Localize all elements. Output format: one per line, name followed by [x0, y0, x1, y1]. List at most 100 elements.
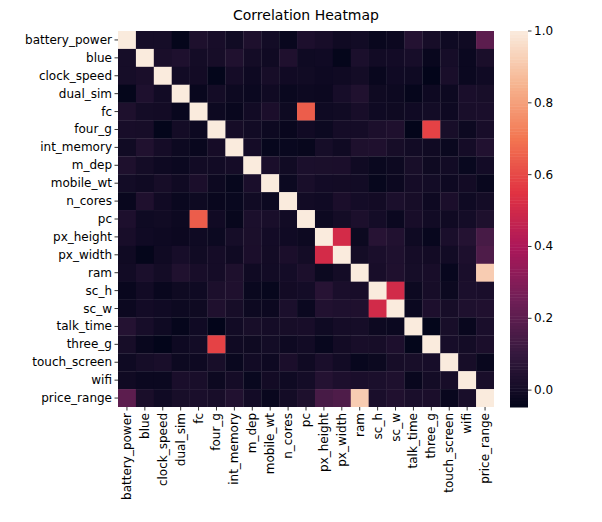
- cell: [172, 67, 190, 85]
- cell: [422, 174, 440, 192]
- cell: [387, 174, 405, 192]
- cell: [136, 389, 154, 407]
- colorbar-band: [510, 257, 528, 261]
- cell: [476, 85, 494, 103]
- cell: [351, 371, 369, 389]
- colorbar-band: [510, 78, 528, 82]
- colorbar-band: [510, 56, 528, 60]
- colorbar-band: [510, 103, 528, 107]
- cell: [369, 228, 387, 246]
- y-tick: [115, 57, 119, 58]
- cell: [476, 156, 494, 174]
- cell: [297, 156, 315, 174]
- colorbar-band: [510, 260, 528, 264]
- cell: [172, 103, 190, 121]
- cell: [387, 282, 405, 300]
- cell: [154, 228, 172, 246]
- cell: [261, 174, 279, 192]
- cell: [261, 335, 279, 353]
- cell: [172, 49, 190, 67]
- cell: [279, 67, 297, 85]
- colorbar-band: [510, 40, 528, 44]
- colorbar-band: [510, 391, 528, 395]
- cell: [369, 156, 387, 174]
- cell: [243, 317, 261, 335]
- cell: [387, 228, 405, 246]
- x-tick: [341, 407, 342, 411]
- cell: [243, 210, 261, 228]
- colorbar-band: [510, 181, 528, 185]
- y-tick-label: three_g: [67, 337, 112, 351]
- cell: [315, 174, 333, 192]
- colorbar-band: [510, 206, 528, 210]
- colorbar-band: [510, 147, 528, 151]
- cell: [243, 156, 261, 174]
- cell: [136, 138, 154, 156]
- cell: [190, 228, 208, 246]
- colorbar-band: [510, 47, 528, 51]
- cell: [136, 67, 154, 85]
- cell: [351, 389, 369, 407]
- cell: [440, 300, 458, 318]
- cell: [404, 138, 422, 156]
- cell: [136, 300, 154, 318]
- colorbar-band: [510, 357, 528, 361]
- cell: [172, 282, 190, 300]
- x-tick-label: sc_w: [389, 413, 403, 442]
- colorbar-band: [510, 269, 528, 273]
- cell: [261, 121, 279, 139]
- colorbar-band: [510, 128, 528, 132]
- colorbar-band: [510, 247, 528, 251]
- colorbar-band: [510, 228, 528, 232]
- colorbar-band: [510, 175, 528, 179]
- colorbar-band: [510, 37, 528, 41]
- colorbar-band: [510, 194, 528, 198]
- colorbar-tick: [528, 390, 532, 391]
- cell: [225, 353, 243, 371]
- cell: [297, 335, 315, 353]
- cell: [136, 246, 154, 264]
- x-tick: [359, 407, 360, 411]
- cell: [243, 282, 261, 300]
- colorbar-tick-label: 0.0: [534, 383, 553, 397]
- cell: [315, 31, 333, 49]
- cell: [190, 121, 208, 139]
- cell: [118, 156, 136, 174]
- cell: [440, 156, 458, 174]
- x-tick: [126, 407, 127, 411]
- cell: [404, 156, 422, 174]
- cell: [440, 174, 458, 192]
- cell: [261, 103, 279, 121]
- cell: [279, 156, 297, 174]
- colorbar-band: [510, 200, 528, 204]
- cell: [404, 317, 422, 335]
- cell: [243, 371, 261, 389]
- x-tick-label: touch_screen: [442, 413, 456, 493]
- cell: [190, 371, 208, 389]
- colorbar-tick-label: 0.8: [534, 96, 553, 110]
- colorbar-band: [510, 150, 528, 154]
- cell: [225, 103, 243, 121]
- colorbar-band: [510, 222, 528, 226]
- colorbar-band: [510, 141, 528, 145]
- cell: [279, 174, 297, 192]
- cell: [369, 138, 387, 156]
- cell: [422, 317, 440, 335]
- cell: [297, 103, 315, 121]
- x-tick: [252, 407, 253, 411]
- cell: [172, 353, 190, 371]
- y-tick: [115, 183, 119, 184]
- y-tick: [115, 165, 119, 166]
- cell: [333, 85, 351, 103]
- cell: [297, 121, 315, 139]
- cell: [440, 103, 458, 121]
- cell: [351, 85, 369, 103]
- cell: [387, 138, 405, 156]
- cell: [458, 49, 476, 67]
- cell: [440, 282, 458, 300]
- cell: [154, 317, 172, 335]
- colorbar-band: [510, 84, 528, 88]
- cell: [154, 282, 172, 300]
- colorbar-tick-label: 0.2: [534, 311, 553, 325]
- cell: [315, 335, 333, 353]
